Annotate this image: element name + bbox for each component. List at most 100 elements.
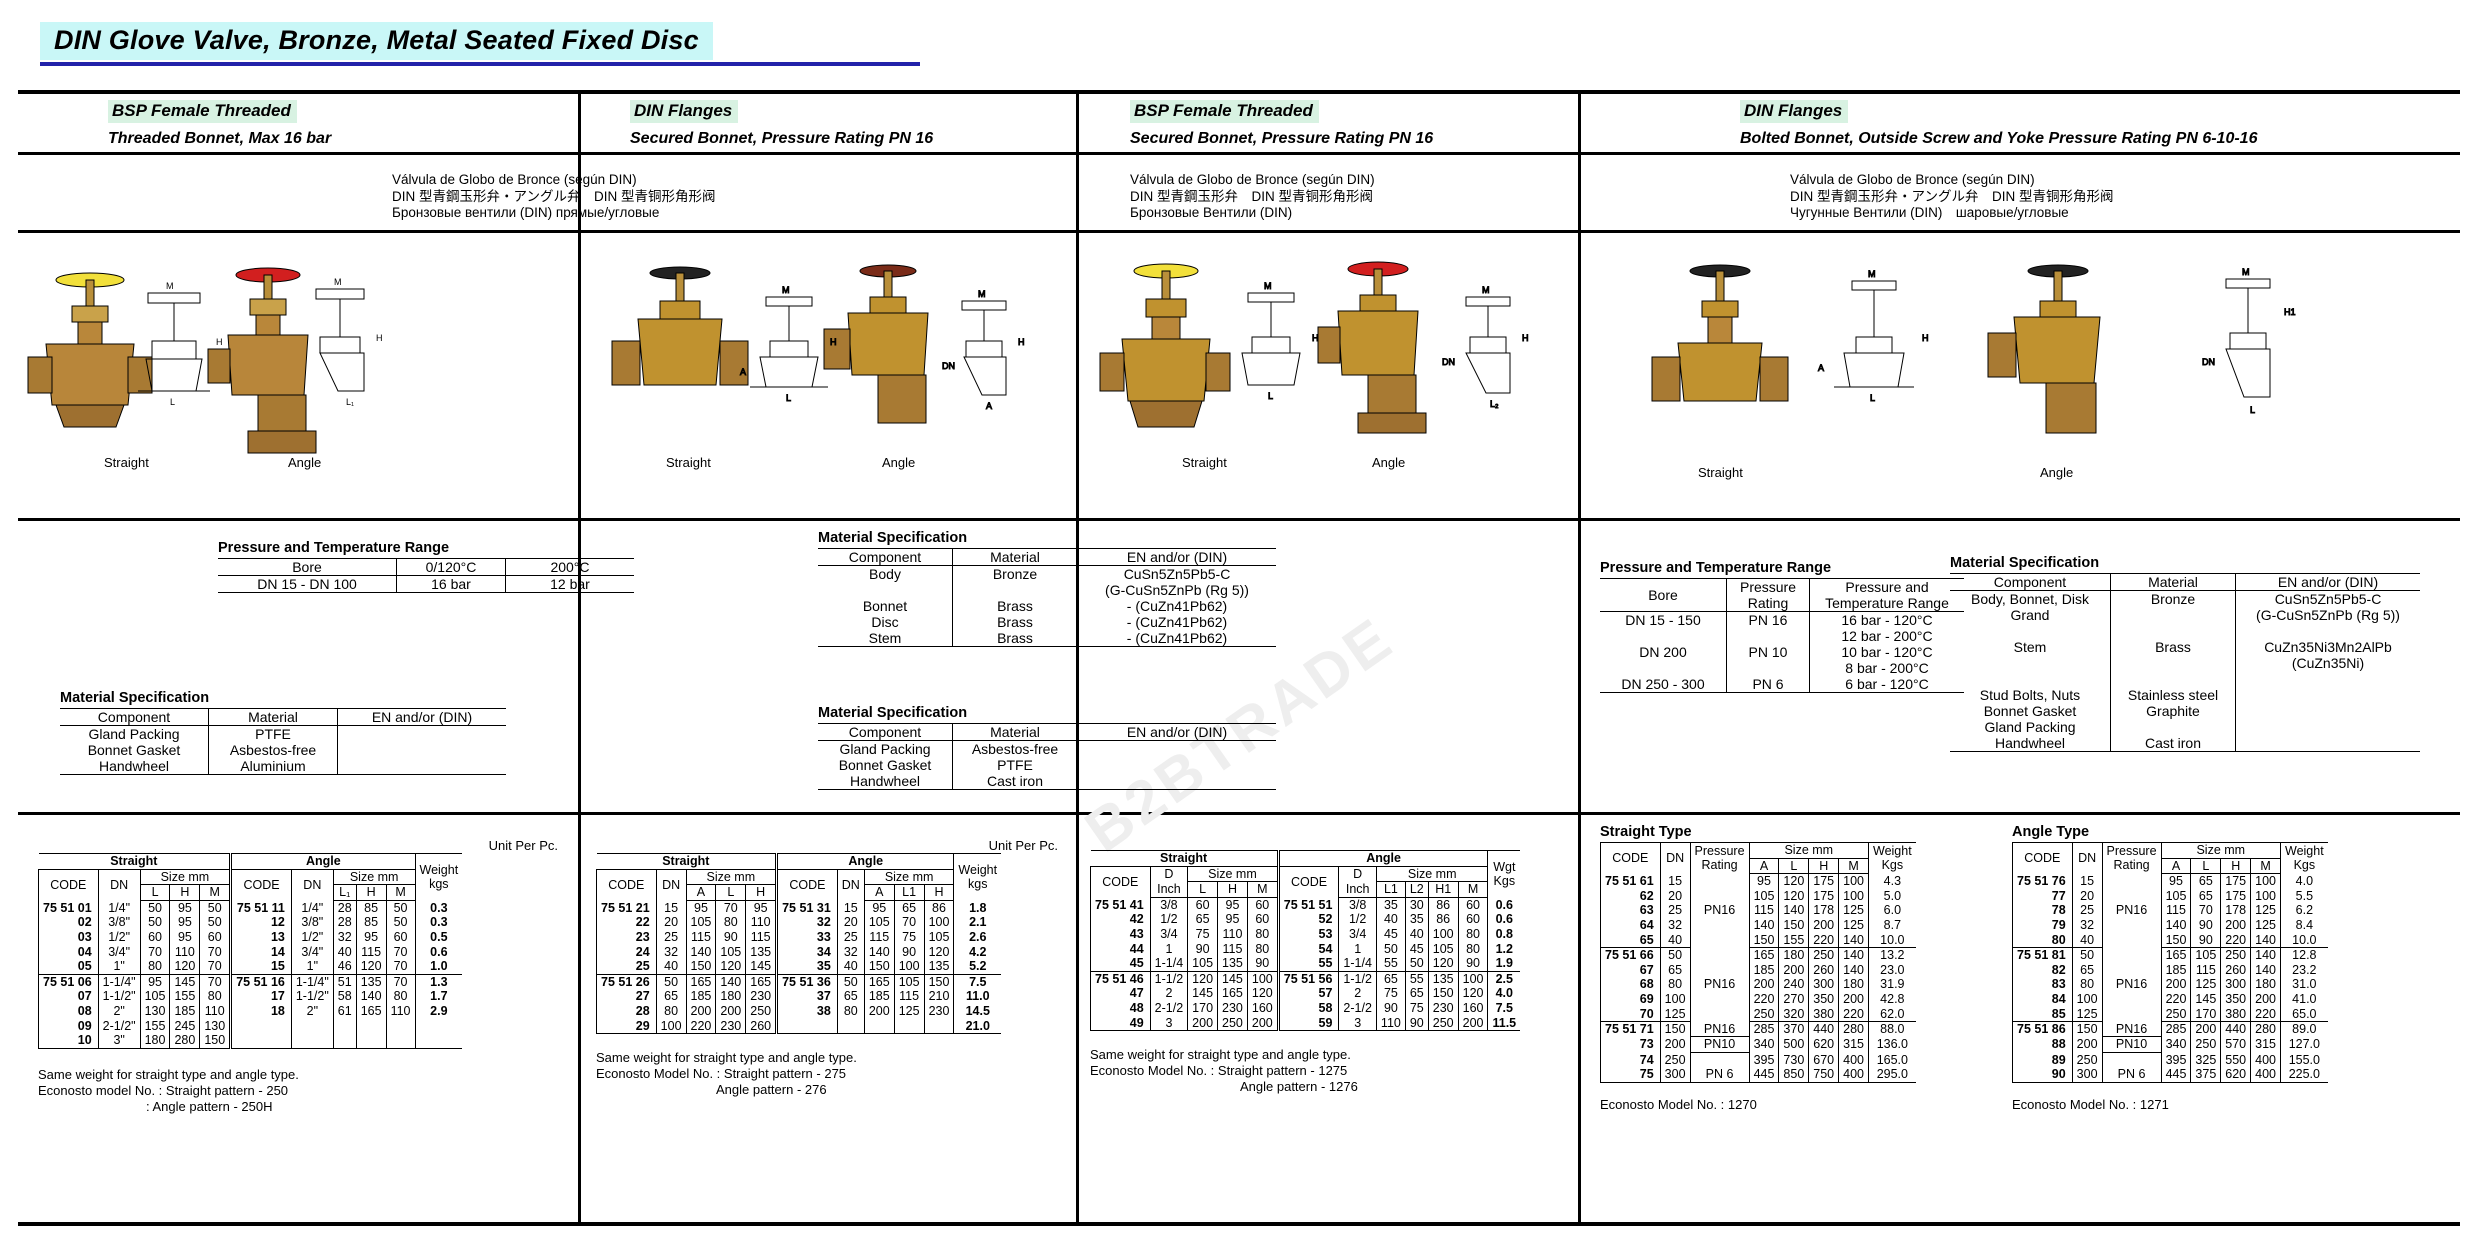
td-component: Bonnet: [818, 598, 953, 614]
th-en-din: EN and/or (DIN): [2277, 574, 2379, 590]
svg-text:A: A: [1818, 363, 1824, 373]
th-bore: Bore: [1600, 578, 1727, 612]
th-weight: Wgt Kgs: [1487, 850, 1521, 898]
td-en: [338, 726, 507, 743]
td-ptr: 10 bar - 120°C: [1841, 644, 1933, 660]
svg-text:L₁: L₁: [346, 397, 354, 407]
td-bore: DN 250 - 300: [1600, 676, 1727, 693]
th-h: H: [1217, 881, 1248, 898]
th-aa: A: [863, 884, 895, 901]
td-component: Bonnet Gasket: [1950, 703, 2111, 719]
th-h: H: [2220, 858, 2251, 875]
column-separator-2: [1076, 90, 1079, 1224]
dimension-table-3-wrap: Straight Angle Wgt Kgs CODE D Size mm CODE D Size…: [1090, 850, 1570, 1095]
table-row: 10 3" 180 280 150: [38, 1033, 463, 1049]
table-row: [1950, 623, 2420, 639]
td-ptr2: 12 bar - 200°C: [1841, 628, 1933, 644]
table-row: 69 100 220 270 350 200 42.8: [1600, 991, 1916, 1007]
table-header-row: Component Material EN and/or (DIN): [60, 708, 506, 726]
th-en-din: EN and/or (DIN): [371, 709, 473, 725]
td-component: Gland Packing: [60, 725, 209, 742]
table-row: 44 1 90 115 80 54 1 50 45 105 80 1.2: [1090, 941, 1521, 957]
column-2-head2: Secured Bonnet, Pressure Rating PN 16: [630, 130, 934, 147]
page-title-highlight: DIN Glove Valve, Bronze, Metal Seated Fi…: [40, 22, 713, 60]
td-material: Graphite: [2110, 703, 2236, 719]
svg-text:L: L: [2250, 405, 2255, 415]
table-row: 75 51 66 50 PN16 165 180 250 140 13.2: [1600, 947, 1916, 1022]
th-size-mm: Size mm: [1748, 842, 1869, 859]
th-m: M: [2250, 858, 2281, 875]
table-row: 02 3/8" 50 95 50 12 3/8" 28 85 50 0.3: [38, 915, 463, 930]
td-material: Brass: [2110, 639, 2236, 655]
th-dn: DN: [2071, 841, 2103, 874]
divider-header: [18, 152, 2460, 155]
table-row: 67 65 185 200 260 140 23.0: [1600, 962, 1916, 978]
caption-angle: Angle: [1372, 455, 1405, 470]
table-row: 62 20 105 120 175 100 5.0: [1600, 888, 1916, 904]
group-straight: Straight: [1090, 850, 1279, 867]
svg-text:M: M: [1482, 285, 1490, 295]
th-h1: H1: [1427, 881, 1459, 898]
sub-header-row: CODE D Size mm CODE D Size mm: [1090, 866, 1521, 898]
group-header-row: Straight Angle Weight kgs: [38, 853, 463, 901]
th-dn: D: [1149, 866, 1188, 882]
table-row: 75 51 06 1-1/4" 95 145 70 75 51 16 1-1/4" 51 135…: [38, 974, 463, 990]
svg-text:M: M: [166, 281, 174, 291]
table-row: 75 51 71 150 PN16 285 370 440 280 88.0: [1600, 1021, 1916, 1038]
caption-straight: Straight: [104, 455, 149, 470]
th-pressure-rating: Pressure Rating: [1726, 578, 1810, 612]
th-weight: Weight kgs: [414, 853, 463, 901]
svg-text:DN: DN: [1442, 357, 1455, 367]
divider-drawings: [18, 518, 2460, 521]
subtitle-ru: Бронзовые вентили (DIN) прямые/угловые: [392, 205, 660, 220]
group-header-row: Straight Angle Wgt Kgs: [1090, 850, 1521, 898]
column-4-head2: Bolted Bonnet, Outside Screw and Yoke Pr…: [1740, 130, 2258, 147]
th-component: Component: [818, 723, 953, 741]
table-row: Bonnet Brass - (CuZn41Pb62): [818, 598, 1276, 614]
th-l: L: [2190, 858, 2221, 875]
table-row: (CuZn35Ni): [1950, 655, 2420, 671]
table-row: 73 200 PN10 340 500 620 315 136.0: [1600, 1036, 1916, 1053]
table-row: 75 51 26 50 165 140 165 75 51 36 50 165 105 150 7.…: [596, 974, 1002, 990]
subtitle-ru: Бронзовые Вентили (DIN): [1130, 205, 1293, 220]
td-p2: 12 bar: [550, 576, 590, 592]
th-ah: H: [923, 884, 954, 901]
td-en: (CuZn35Ni): [2291, 655, 2365, 671]
table-row: 78 25 115 70 178 125 6.2: [2012, 903, 2328, 918]
svg-text:H: H: [1522, 333, 1529, 343]
table-row: Handwheel Cast iron: [818, 773, 1276, 790]
td-component: Gland Packing: [818, 740, 953, 757]
svg-text:A: A: [740, 367, 746, 377]
th-al1: L1: [893, 884, 925, 901]
table-header-row: Bore Pressure Rating Pressure and Temperat…: [1600, 578, 1964, 612]
column-3-drawings: M H L M H DN L₂ Straight Angle: [1099, 261, 1529, 470]
svg-text:M: M: [782, 285, 790, 295]
table-row: 25 40 150 120 145 35 40 150 100 135 5.2: [596, 959, 1002, 975]
column-1-subtitle: Válvula de Globo de Bronce (según DIN) D…: [392, 172, 715, 222]
th-material: Material: [208, 708, 338, 726]
pressure-temp-range-1: Pressure and Temperature Range Bore 0/12…: [218, 540, 634, 593]
td-material: Cast iron: [2110, 735, 2236, 752]
th-component: Component: [1950, 573, 2111, 591]
table-header-row: Bore 0/120°C 200°C: [218, 558, 634, 576]
td-material: Cast iron: [952, 773, 1078, 790]
svg-text:H: H: [830, 337, 837, 347]
svg-text:M: M: [978, 289, 986, 299]
dimension-table-2-wrap: Unit Per Pc. Straight Angle Weight kgs CODE D…: [596, 838, 1058, 1098]
th-l2: L2: [1404, 881, 1429, 898]
th-l: L: [1778, 858, 1809, 875]
td-material: Brass: [952, 614, 1078, 630]
td-en: - (CuZn41Pb62): [1126, 614, 1228, 630]
th-size-mm: Size mm: [139, 869, 231, 886]
table-row: 04 3/4" 70 110 70 14 3/4" 40 115 70 0.6: [38, 944, 463, 960]
table-row: Bonnet Gasket Asbestos-free: [60, 742, 506, 758]
svg-text:M: M: [1264, 281, 1272, 291]
svg-text:L: L: [786, 393, 791, 403]
th-l: L: [139, 884, 170, 901]
th-en-din: EN and/or (DIN): [1126, 549, 1228, 565]
th-size-mm: Size mm: [2160, 842, 2281, 859]
svg-text:H1: H1: [2284, 307, 2296, 317]
title-underline: [40, 62, 920, 66]
table-row: 27 65 185 180 230 37 65 185 115 210 11.0: [596, 989, 1002, 1004]
table-row: 8 bar - 200°C: [1600, 660, 1964, 676]
